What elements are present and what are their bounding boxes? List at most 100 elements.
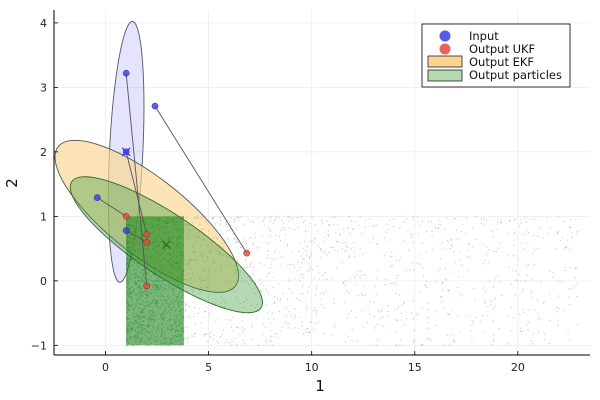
particle-point (367, 305, 369, 307)
particle-point (194, 307, 196, 309)
particle-point (336, 266, 338, 268)
particle-point (412, 242, 414, 244)
particle-point (486, 219, 488, 221)
particle-point (287, 264, 289, 266)
particle-point (304, 219, 306, 221)
particle-point (252, 243, 254, 245)
particle-point (269, 229, 271, 231)
particle-point (555, 248, 557, 250)
particle-point (224, 318, 226, 320)
particle-point (296, 217, 298, 219)
particle-point (322, 292, 324, 294)
ukf-point (143, 282, 151, 290)
particle-point (250, 275, 252, 277)
particle-point (492, 339, 494, 341)
particle-point (519, 327, 521, 329)
particle-point (382, 325, 384, 327)
particle-point (263, 323, 265, 325)
particle-point (561, 281, 563, 283)
particle-point (165, 345, 167, 347)
particle-point (301, 325, 303, 327)
particle-point (380, 317, 382, 319)
particle-point (343, 231, 345, 233)
y-tick-label: 1 (40, 210, 47, 223)
particle-point (194, 218, 196, 220)
particle-point (271, 312, 273, 314)
particle-point (567, 332, 569, 334)
particle-point (576, 295, 578, 297)
particle-point (271, 322, 273, 324)
particle-point (431, 235, 433, 237)
particle-point (350, 248, 352, 250)
particle-point (210, 248, 212, 250)
particle-point (571, 287, 573, 289)
particle-point (376, 269, 378, 271)
particle-point (199, 244, 201, 246)
particle-point (187, 229, 189, 231)
particle-point (191, 335, 193, 337)
particle-point (518, 225, 520, 227)
particle-point (526, 274, 528, 276)
particle-point (293, 266, 295, 268)
particle-point (400, 312, 402, 314)
particle-point (549, 319, 551, 321)
particle-point (300, 316, 302, 318)
particle-point (351, 220, 353, 222)
particle-point (316, 311, 318, 313)
particle-point (188, 233, 190, 235)
particle-point (360, 270, 362, 272)
particle-point (220, 220, 222, 222)
input-point (93, 194, 101, 202)
particle-point (321, 220, 323, 222)
particle-point (187, 229, 189, 231)
particle-point (273, 259, 275, 261)
particle-point (517, 258, 519, 260)
particle-point (439, 258, 441, 260)
particle-point (410, 233, 412, 235)
legend-swatch-particles (427, 69, 463, 82)
particle-point (220, 223, 222, 225)
particle-point (292, 264, 294, 266)
particle-point (232, 233, 234, 235)
particle-point (444, 268, 446, 270)
particle-point (238, 216, 240, 218)
particle-point (190, 288, 192, 290)
particle-point (252, 220, 254, 222)
particle-point (437, 270, 439, 272)
particle-point (309, 256, 311, 258)
particle-point (395, 293, 397, 295)
particle-point (380, 311, 382, 313)
particle-point (349, 232, 351, 234)
particle-point (324, 236, 326, 238)
particle-point (575, 267, 577, 269)
particle-point (313, 238, 315, 240)
y-tick-label: 4 (40, 17, 47, 30)
particle-point (408, 249, 410, 251)
particle-point (395, 344, 397, 346)
particle-point (191, 222, 193, 224)
particle-point (514, 218, 516, 220)
particle-point (489, 300, 491, 302)
particle-point (297, 226, 299, 228)
particle-point (427, 327, 429, 329)
particle-point (567, 239, 569, 241)
particle-point (242, 320, 244, 322)
particle-point (274, 332, 276, 334)
particle-point (438, 223, 440, 225)
particle-point (492, 308, 494, 310)
particle-point (187, 273, 189, 275)
particle-point (198, 289, 200, 291)
particle-point (507, 315, 509, 317)
particle-point (412, 300, 414, 302)
particle-point (297, 261, 299, 263)
particle-point (291, 292, 293, 294)
particle-point (521, 250, 523, 252)
particle-point (206, 287, 208, 289)
particle-point (204, 333, 206, 335)
particle-point (260, 282, 262, 284)
particle-point (294, 308, 296, 310)
particle-point (413, 329, 415, 331)
particle-point (266, 290, 268, 292)
particle-point (237, 259, 239, 261)
particle-point (369, 313, 371, 315)
